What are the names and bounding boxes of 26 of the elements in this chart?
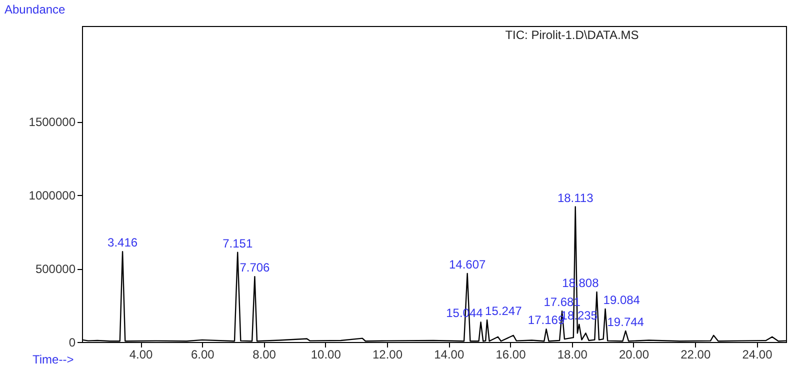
annotation: 7.706 [240, 260, 270, 275]
x-tick-label: 8.00 [252, 348, 276, 362]
x-tick-label: 24.00 [742, 348, 773, 362]
annotation: 15.247 [485, 304, 522, 318]
y-axis-title: Abundance [4, 2, 66, 16]
chart-title: TIC: Pirolit-1.D\DATA.MS [505, 28, 639, 42]
x-tick-label: 16.00 [496, 348, 526, 362]
x-tick-label: 14.00 [434, 348, 464, 362]
y-tick-label: 1500000 [28, 115, 76, 130]
annotation: 19.744 [607, 314, 644, 329]
annotation: 19.084 [603, 292, 640, 307]
x-tick-label: 22.00 [680, 348, 711, 362]
x-tick-label: 4.00 [129, 348, 154, 362]
x-tick-label: 18.00 [557, 348, 588, 362]
annotation: 3.416 [108, 236, 138, 250]
x-tick-label: 20.00 [618, 348, 650, 362]
x-tick-label: 10.00 [310, 348, 342, 362]
annotation: 14.607 [448, 258, 486, 272]
y-tick-label: 0 [68, 336, 76, 350]
annotation: 18.113 [557, 190, 594, 205]
x-axis-title: Time--> [32, 352, 74, 366]
y-tick-label: 500000 [35, 262, 76, 276]
annotation: 7.151 [222, 236, 253, 250]
y-tick-label: 1000000 [28, 188, 76, 203]
x-tick-label: 6.00 [190, 348, 215, 362]
x-tick-label: 12.00 [372, 348, 403, 362]
